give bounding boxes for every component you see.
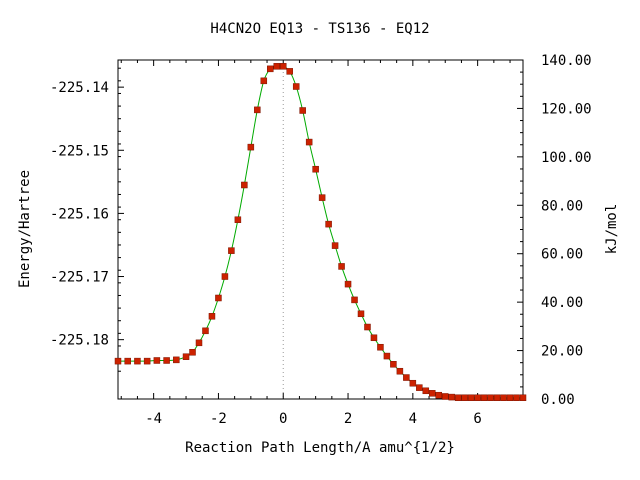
data-point bbox=[189, 349, 196, 356]
data-point bbox=[467, 394, 475, 401]
data-point bbox=[435, 391, 443, 399]
data-point bbox=[292, 83, 300, 90]
y-axis-label: Energy/Hartree bbox=[17, 170, 33, 288]
y-tick-label: -225.17 bbox=[50, 270, 109, 286]
x-tick-label: 6 bbox=[473, 411, 481, 427]
data-point bbox=[195, 339, 203, 347]
y-tick-label: -225.18 bbox=[50, 333, 109, 349]
data-point bbox=[448, 393, 455, 401]
y-tick-label: -225.14 bbox=[50, 80, 109, 96]
y2-tick-label: 140.00 bbox=[541, 53, 592, 69]
data-point bbox=[403, 374, 410, 381]
data-point bbox=[331, 242, 339, 249]
data-point bbox=[474, 394, 481, 401]
x-tick-label: -4 bbox=[145, 411, 162, 427]
data-point bbox=[163, 357, 170, 364]
y2-tick-label: 120.00 bbox=[541, 101, 592, 117]
data-point bbox=[312, 165, 319, 173]
data-point bbox=[241, 181, 248, 189]
data-point bbox=[357, 310, 365, 318]
data-point bbox=[247, 143, 255, 151]
y-tick-label: -225.15 bbox=[50, 143, 109, 159]
data-point bbox=[351, 296, 358, 304]
y-tick-label: -225.16 bbox=[50, 206, 109, 222]
data-point bbox=[364, 323, 371, 331]
data-point bbox=[124, 357, 131, 365]
data-point bbox=[260, 77, 268, 85]
y2-tick-label: 60.00 bbox=[541, 247, 583, 263]
data-point bbox=[461, 394, 468, 401]
data-point bbox=[286, 68, 293, 75]
plot-frame bbox=[117, 59, 524, 400]
data-point bbox=[487, 394, 494, 401]
y2-tick-label: 20.00 bbox=[541, 344, 583, 360]
data-point bbox=[383, 352, 391, 360]
data-point bbox=[377, 343, 384, 351]
data-point bbox=[519, 394, 527, 401]
y2-tick-label: 100.00 bbox=[541, 150, 592, 166]
chart-title: H4CN2O EQ13 - TS136 - EQ12 bbox=[210, 21, 429, 37]
data-point bbox=[370, 334, 378, 342]
data-point bbox=[422, 387, 430, 395]
data-point bbox=[318, 194, 326, 201]
data-point bbox=[344, 280, 352, 288]
data-point bbox=[254, 106, 261, 114]
data-point bbox=[182, 353, 190, 360]
data-point bbox=[143, 357, 151, 365]
data-point bbox=[480, 394, 488, 401]
data-point bbox=[500, 394, 507, 401]
data-point bbox=[409, 379, 417, 387]
data-point bbox=[279, 63, 287, 70]
data-point bbox=[215, 294, 222, 302]
data-point bbox=[273, 63, 281, 70]
data-point bbox=[493, 394, 501, 401]
energy-profile-line bbox=[117, 65, 523, 399]
x-tick-label: 0 bbox=[279, 411, 287, 427]
data-point bbox=[416, 384, 423, 391]
data-point bbox=[114, 357, 122, 365]
data-point bbox=[153, 357, 161, 364]
data-point bbox=[325, 220, 332, 228]
data-point bbox=[396, 367, 404, 375]
x-tick-label: -2 bbox=[210, 411, 227, 427]
data-point bbox=[390, 361, 397, 368]
data-point bbox=[202, 327, 209, 335]
y2-tick-label: 0.00 bbox=[541, 392, 575, 408]
x-axis-label: Reaction Path Length/A amu^{1/2} bbox=[185, 440, 455, 456]
data-point bbox=[454, 394, 462, 401]
data-point bbox=[513, 394, 520, 401]
x-tick-label: 2 bbox=[344, 411, 352, 427]
data-point bbox=[429, 390, 436, 397]
data-point bbox=[267, 65, 274, 73]
data-point bbox=[506, 394, 514, 401]
y2-tick-label: 80.00 bbox=[541, 198, 583, 214]
data-point bbox=[299, 107, 306, 114]
data-point bbox=[305, 138, 313, 146]
data-point bbox=[208, 313, 216, 320]
data-point bbox=[441, 393, 449, 400]
data-point bbox=[173, 356, 180, 364]
data-point bbox=[228, 247, 235, 254]
data-point bbox=[134, 357, 141, 365]
data-point bbox=[234, 216, 242, 223]
x-tick-label: 4 bbox=[409, 411, 417, 427]
data-point bbox=[338, 263, 345, 270]
y2-axis-label: kJ/mol bbox=[604, 204, 620, 255]
y2-tick-label: 40.00 bbox=[541, 295, 583, 311]
data-point bbox=[221, 273, 229, 280]
